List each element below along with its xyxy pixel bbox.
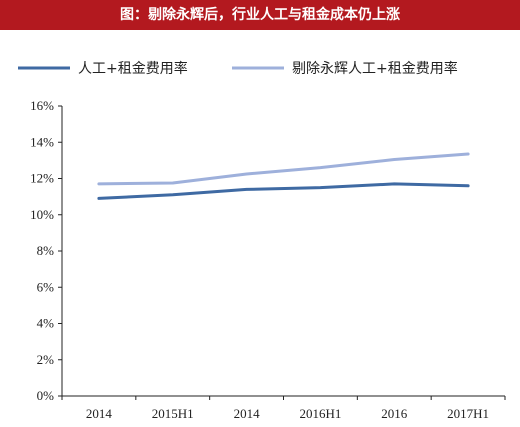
line-chart: 人工+租金费用率 剔除永辉人工+租金费用率 0% 2% 4% 6% 8% 10% 12% 14%… <box>0 30 520 427</box>
axes: 0% 2% 4% 6% 8% 10% 12% 14% 16% 2014 2015H1 2014 2016… <box>30 98 506 421</box>
y-tick-label: 12% <box>30 171 54 186</box>
y-tick-label: 10% <box>30 207 54 222</box>
x-tick-label: 2016H1 <box>299 406 341 421</box>
x-tick-label: 2015H1 <box>152 406 194 421</box>
y-tick-label: 8% <box>37 243 55 258</box>
legend-label-2: 剔除永辉人工+租金费用率 <box>292 60 458 77</box>
legend-label-1: 人工+租金费用率 <box>78 60 188 77</box>
y-tick-label: 2% <box>37 352 55 367</box>
x-tick-label: 2014 <box>86 406 113 421</box>
x-tick-label: 2014 <box>234 406 261 421</box>
y-tick-label: 4% <box>37 316 55 331</box>
chart-canvas: 人工+租金费用率 剔除永辉人工+租金费用率 0% 2% 4% 6% 8% 10% 12% 14%… <box>18 60 506 421</box>
series-layer <box>97 152 470 200</box>
x-tick-label: 2016 <box>381 406 408 421</box>
y-tick-label: 16% <box>30 98 54 113</box>
y-tick-label: 14% <box>30 134 54 149</box>
chart-title: 图：剔除永辉后，行业人工与租金成本仍上涨 <box>0 0 520 30</box>
y-tick-label: 0% <box>37 388 55 403</box>
y-tick-label: 6% <box>37 279 55 294</box>
legend: 人工+租金费用率 剔除永辉人工+租金费用率 <box>18 60 458 77</box>
x-tick-label: 2017H1 <box>447 406 489 421</box>
series-line-2 <box>97 152 470 186</box>
series-line-1 <box>97 182 470 200</box>
